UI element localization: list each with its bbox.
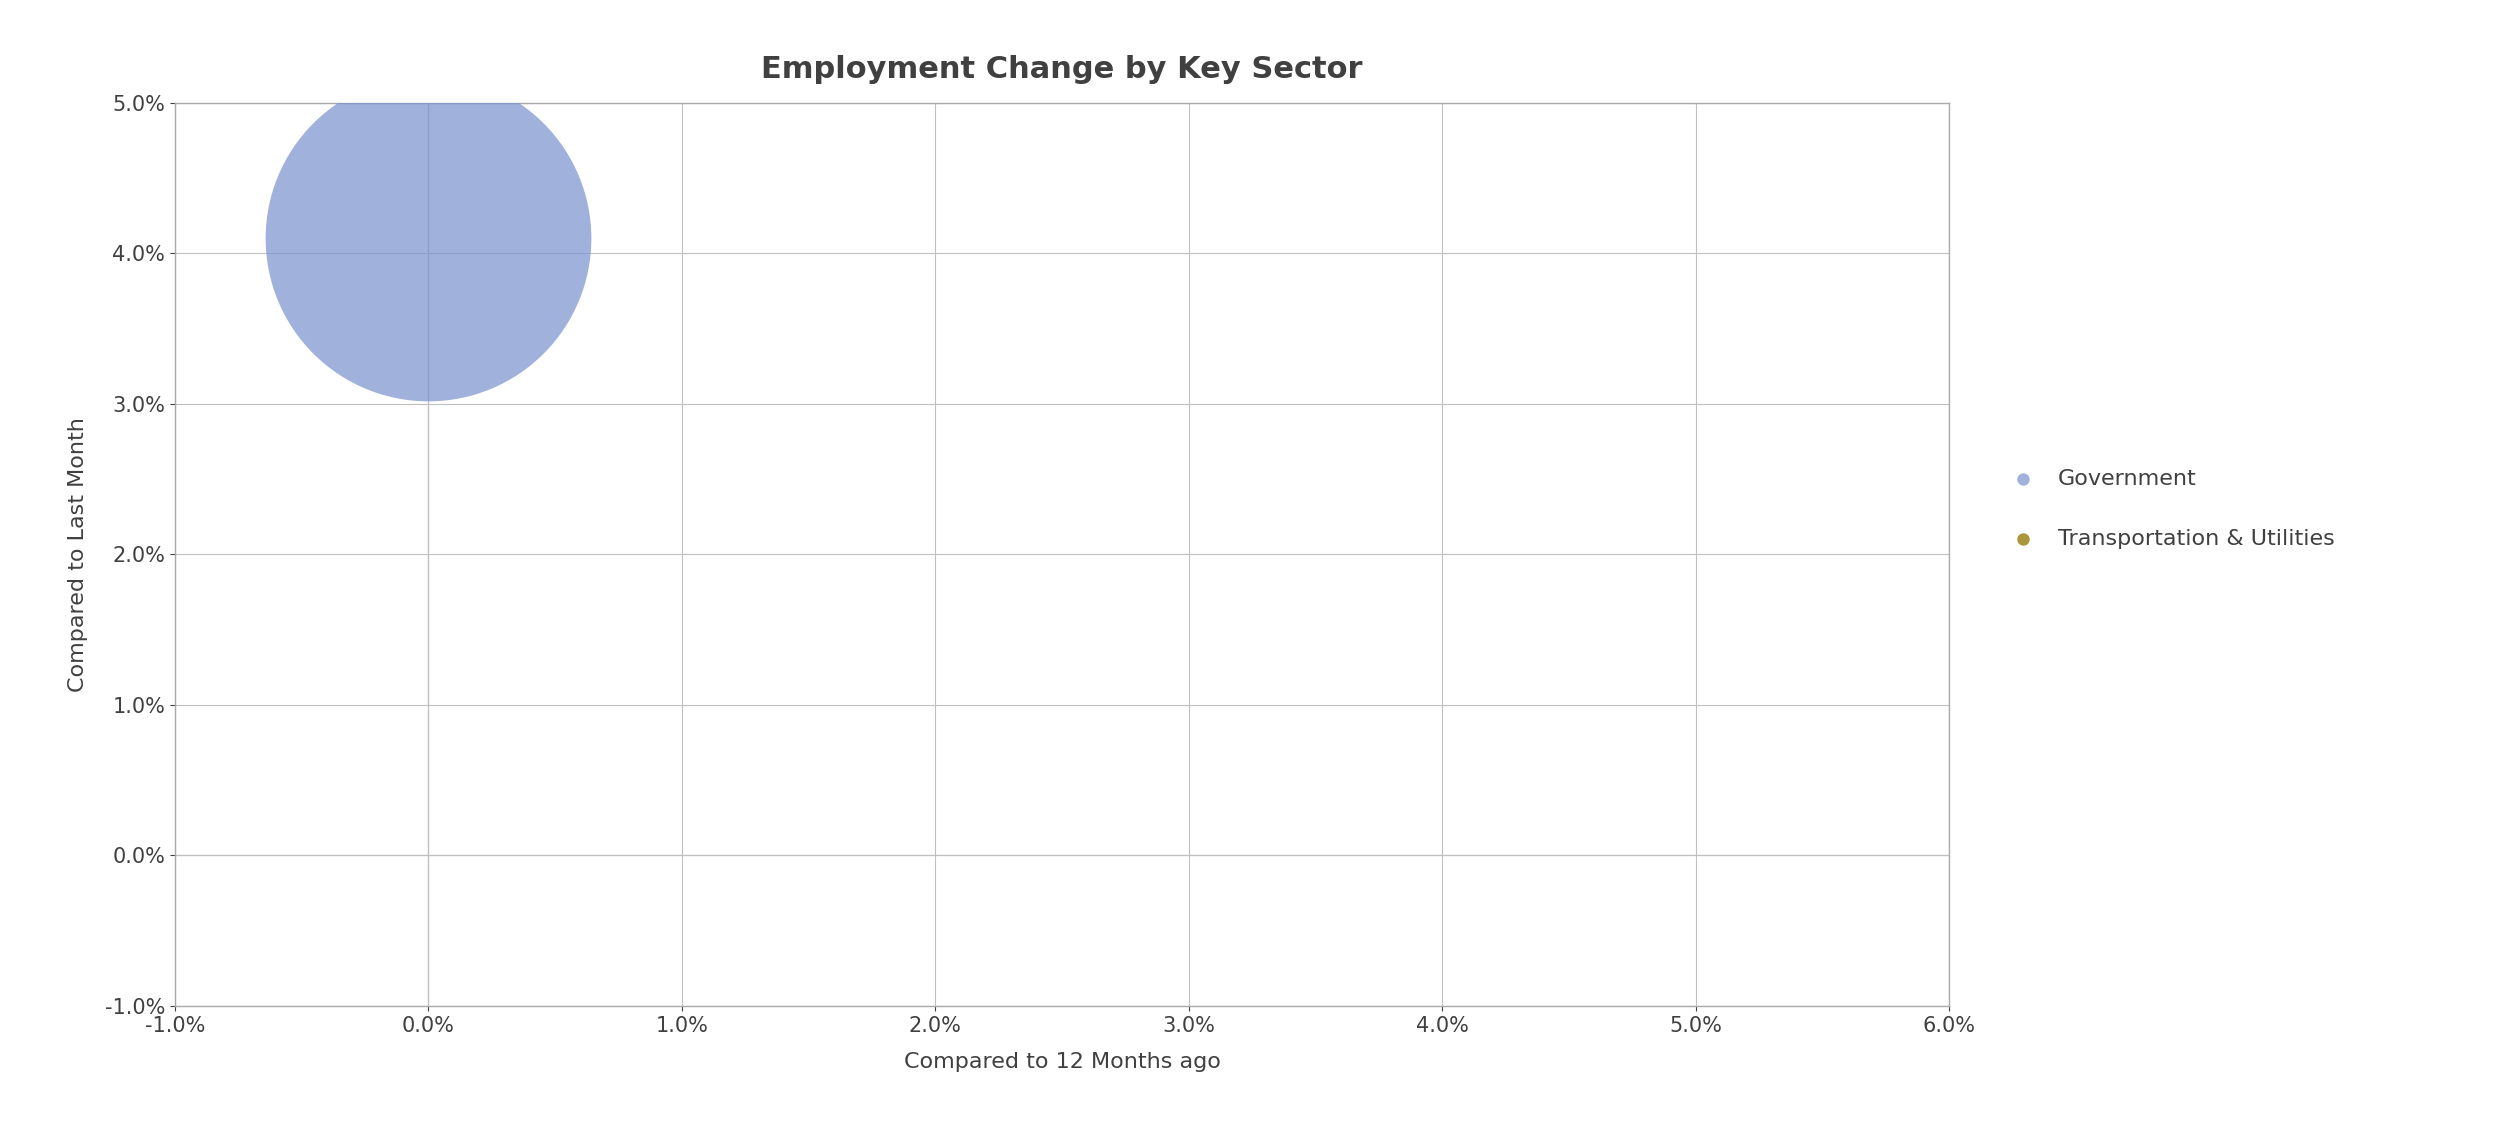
Y-axis label: Compared to Last Month: Compared to Last Month: [67, 417, 87, 692]
Title: Employment Change by Key Sector: Employment Change by Key Sector: [762, 55, 1362, 83]
X-axis label: Compared to 12 Months ago: Compared to 12 Months ago: [905, 1053, 1220, 1072]
Government: [407, 229, 447, 248]
Legend: Government, Transportation & Utilities: Government, Transportation & Utilities: [1979, 447, 2357, 572]
